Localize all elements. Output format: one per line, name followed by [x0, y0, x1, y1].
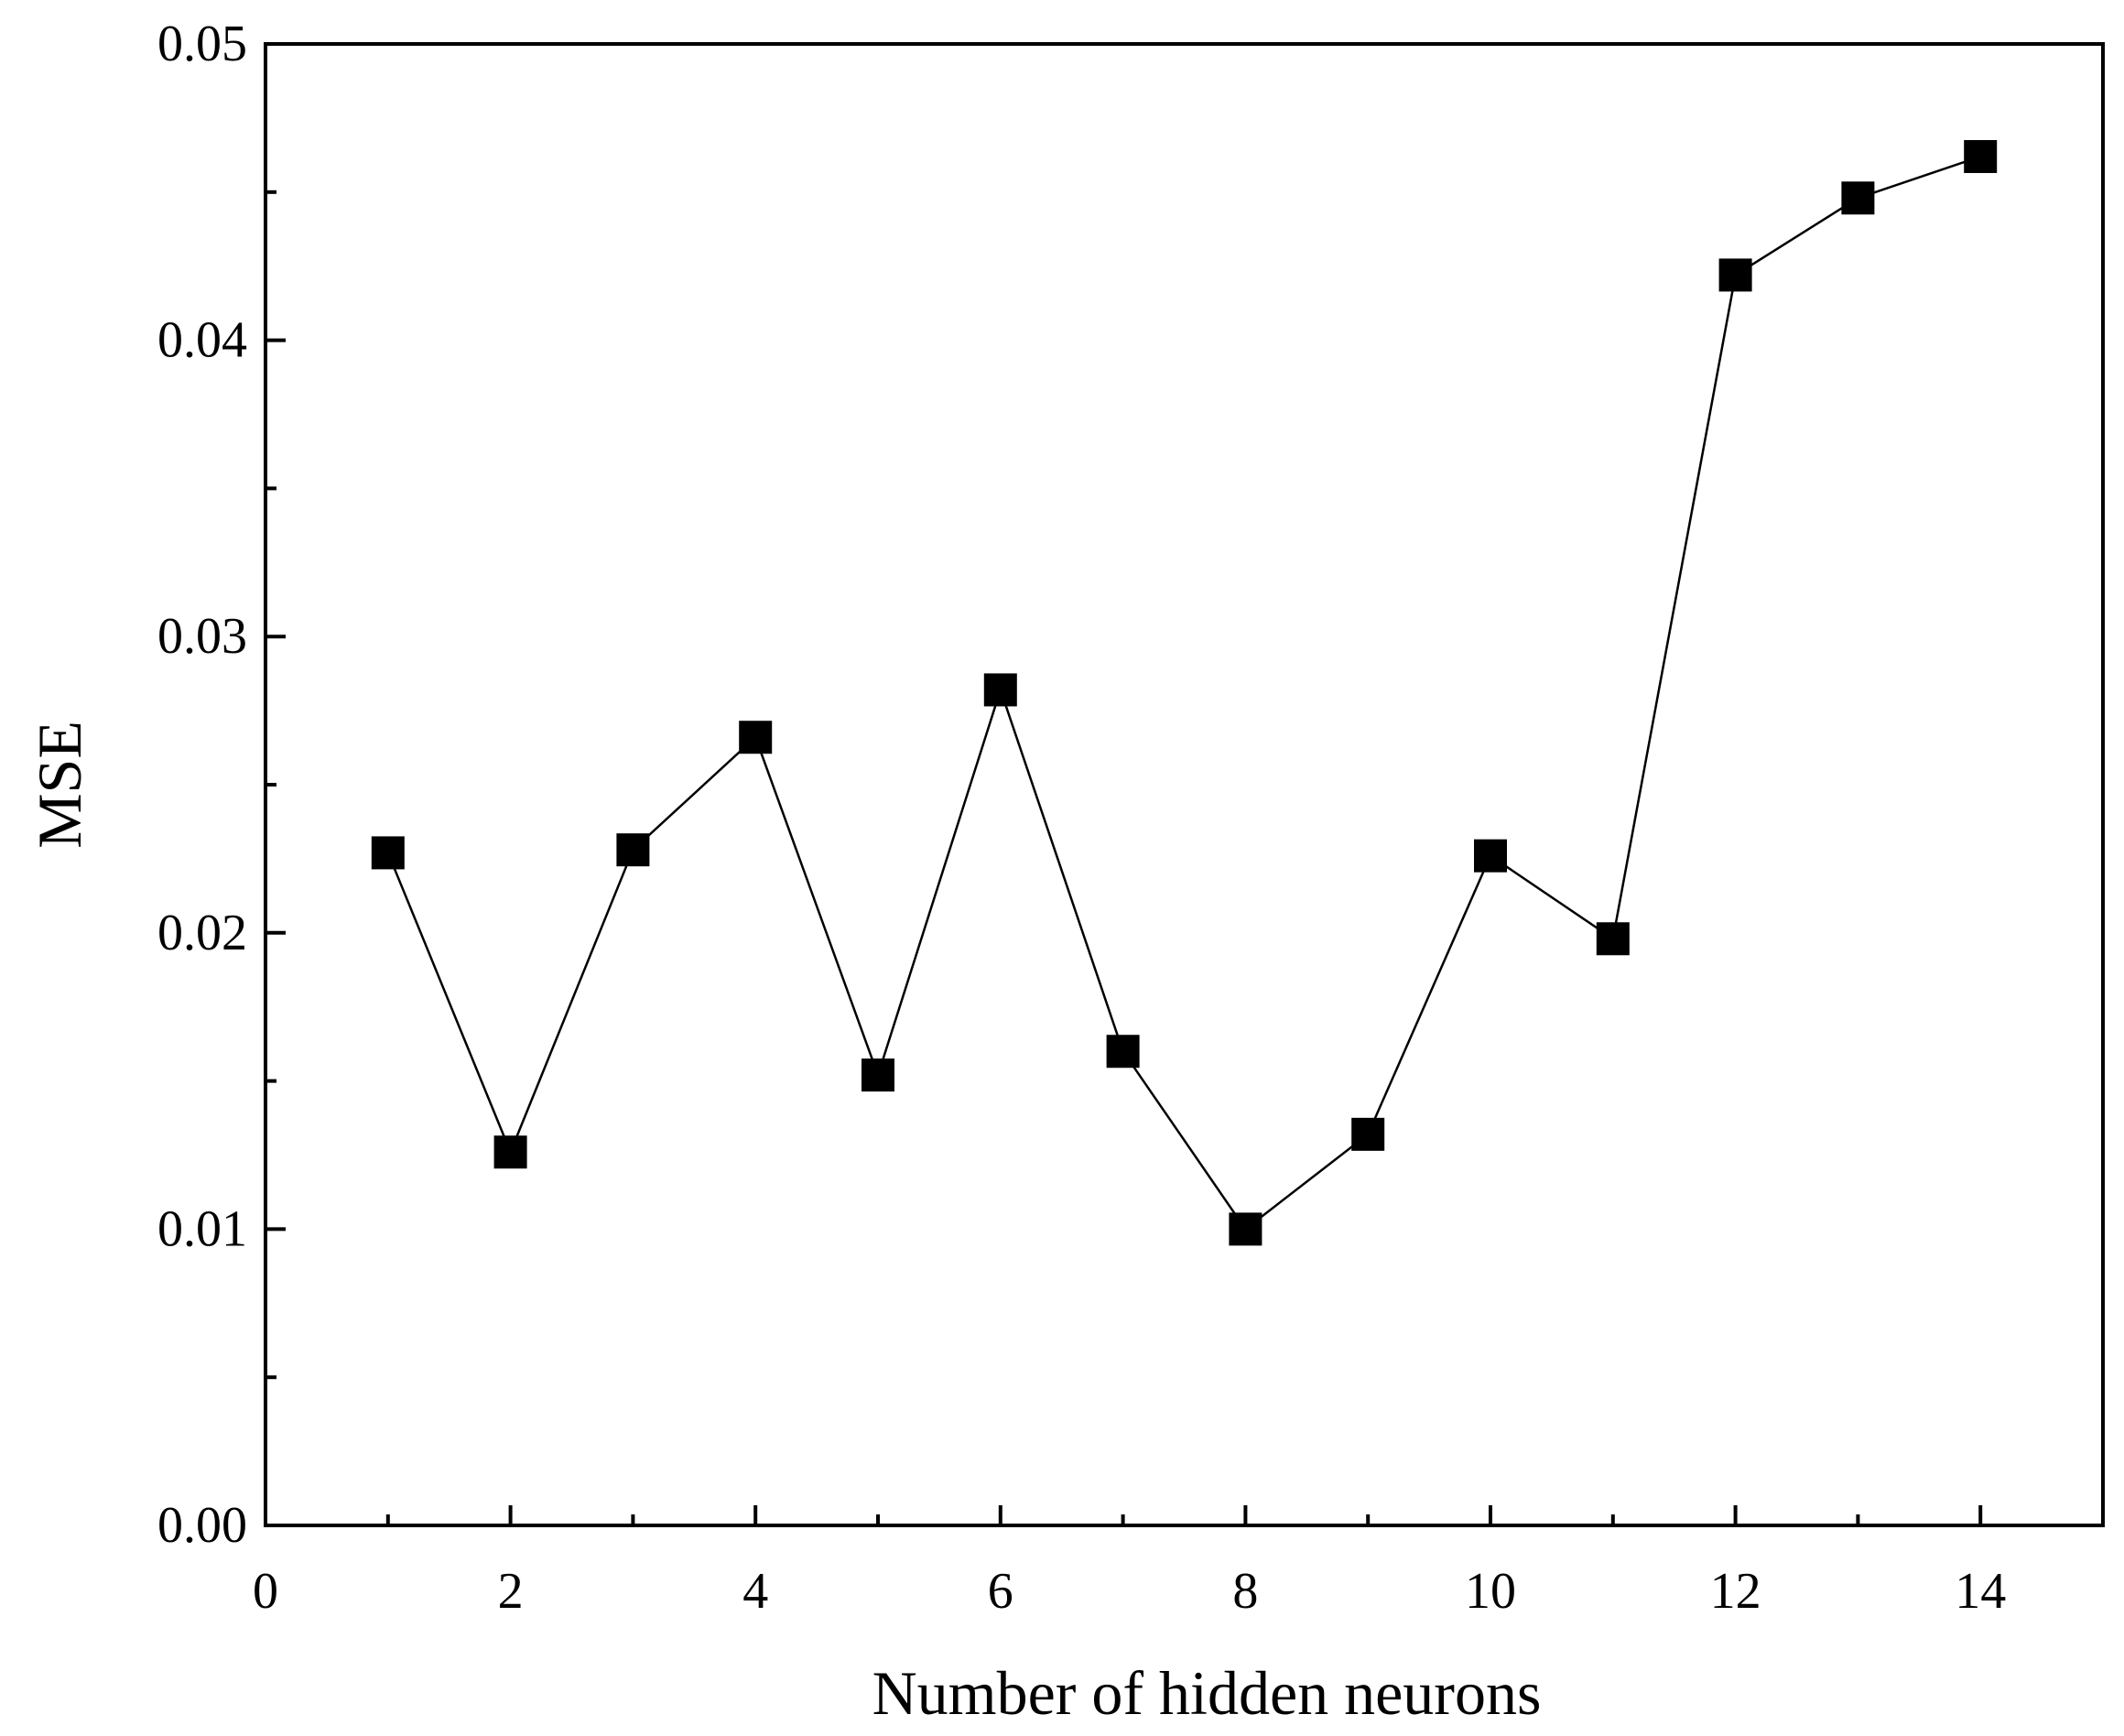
data-point-marker	[1229, 1212, 1262, 1246]
y-tick-label: 0.05	[157, 16, 247, 72]
x-tick-label: 6	[988, 1563, 1013, 1620]
data-point-marker	[371, 836, 405, 870]
series-line	[386, 155, 1981, 1231]
data-point-marker	[493, 1135, 527, 1169]
y-tick-label: 0.03	[157, 608, 247, 665]
series-markers	[371, 139, 1998, 1246]
x-tick-label: 4	[742, 1563, 768, 1620]
series-polyline	[386, 155, 1981, 1231]
data-point-marker	[1351, 1117, 1385, 1151]
data-point-marker	[739, 721, 773, 754]
y-tick-label: 0.01	[157, 1200, 247, 1257]
axis-ticks: 0 2 4 6 8 10 12 14 0.00 0.01 0.02 0.03 0.04 0.05	[157, 16, 2006, 1620]
data-point-marker	[1474, 839, 1507, 873]
y-tick-label: 0.04	[157, 312, 247, 369]
data-point-marker	[1106, 1035, 1140, 1069]
data-point-marker	[1596, 922, 1630, 956]
y-tick-label: 0.00	[157, 1497, 247, 1554]
x-tick-label: 14	[1955, 1563, 2006, 1620]
plot-frame	[264, 42, 2105, 1527]
x-axis-label: Number of hidden neurons	[872, 1658, 1542, 1728]
x-tick-label: 8	[1232, 1563, 1258, 1620]
data-point-marker	[1964, 139, 1998, 173]
data-point-marker	[1718, 258, 1752, 292]
y-tick-label: 0.02	[157, 905, 247, 961]
y-axis-label: MSE	[25, 721, 94, 849]
data-point-marker	[862, 1058, 894, 1092]
data-point-marker	[616, 833, 650, 867]
x-tick-label: 0	[253, 1563, 278, 1620]
x-tick-label: 10	[1465, 1563, 1516, 1620]
x-tick-label: 2	[498, 1563, 524, 1620]
data-point-marker	[1841, 181, 1875, 215]
data-point-marker	[983, 673, 1017, 707]
x-tick-label: 12	[1710, 1563, 1761, 1620]
